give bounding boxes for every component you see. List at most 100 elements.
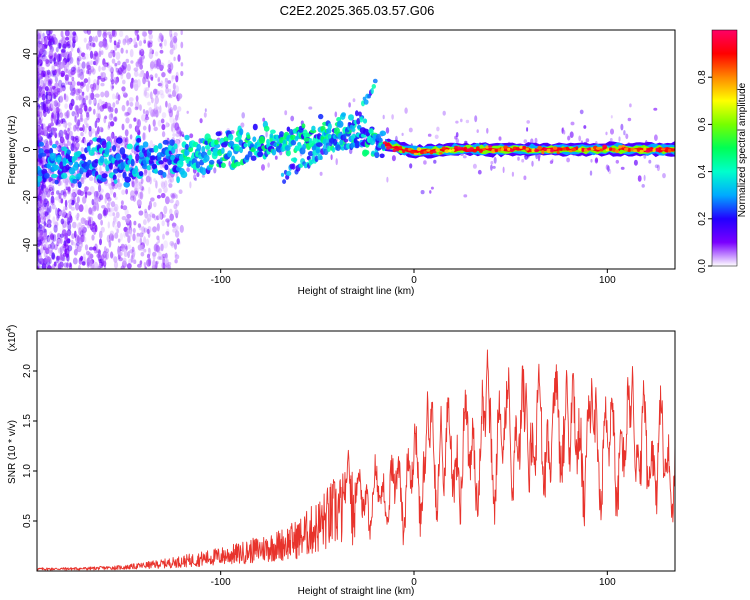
spectrogram-noise-cell (78, 227, 82, 236)
spectrogram-noise-cell (79, 71, 85, 80)
spectrogram-noise-cell (96, 248, 101, 254)
spectrogram-noise-cell (654, 164, 659, 168)
spectrogram-carrier-cell (552, 146, 558, 150)
spectrogram-noise-cell (88, 45, 92, 51)
spectrogram-noise-cell (112, 221, 115, 228)
spectrogram-noise-cell (136, 34, 140, 41)
spectrogram-noise-cell (157, 35, 162, 43)
spectrogram-noise-cell (134, 187, 138, 196)
spectrogram-noise-cell (70, 192, 76, 199)
spectrogram-noise-cell (262, 117, 266, 122)
spectrogram-noise-cell (64, 181, 69, 189)
spectrogram-noise-cell (121, 247, 125, 253)
spectrogram-noise-cell (66, 109, 70, 119)
spectrogram-ridge-cell (269, 133, 274, 139)
spectrogram-noise-cell (352, 98, 356, 103)
spectrogram-noise-cell (460, 118, 463, 123)
spectrogram-noise-cell (78, 94, 82, 101)
spectrogram-noise-cell (99, 193, 103, 201)
spectrogram-noise-cell (110, 82, 114, 91)
spectrogram-noise-cell (119, 251, 123, 256)
spectrogram-noise-cell (42, 225, 46, 230)
spectrogram-noise-cell (139, 104, 142, 111)
spectrogram-noise-cell (261, 164, 265, 171)
spectrogram-ridge-cell (38, 141, 45, 147)
spectrogram-noise-cell (59, 95, 64, 103)
spectrogram-noise-cell (37, 106, 40, 112)
spectrogram-ridge-cell (162, 139, 169, 145)
spectrogram-noise-cell (146, 213, 152, 222)
spectrogram-carrier-cell (389, 146, 393, 149)
spectrogram-carrier-cell (491, 149, 496, 154)
spectrogram-ridge-cell (115, 153, 121, 161)
spectrogram-noise-cell (37, 227, 41, 233)
spectrogram-ridge-cell (39, 152, 47, 157)
spectrogram-noise-cell (71, 241, 77, 246)
spectrogram-noise-cell (66, 141, 72, 146)
spectrogram-noise-cell (50, 195, 55, 204)
spectrogram-noise-cell (76, 69, 82, 76)
spectrogram-carrier-cell (413, 152, 419, 156)
spectrogram-branch-cell (326, 145, 331, 152)
spectrogram-noise-cell (169, 30, 173, 38)
spectrogram-ridge-cell (60, 172, 68, 179)
spectrogram-noise-cell (98, 194, 104, 201)
spectrogram-ridge-cell (37, 175, 43, 183)
spectrogram-ridge-cell (257, 151, 264, 158)
spectrogram-noise-cell (134, 70, 139, 77)
spectrogram-noise-cell (163, 186, 168, 194)
spectrogram-noise-cell (137, 130, 141, 136)
spectrogram-noise-cell (404, 107, 408, 114)
spectrogram-noise-cell (48, 139, 53, 146)
spectrogram-noise-cell (136, 199, 142, 207)
spectrogram-noise-cell (106, 196, 112, 202)
spectrogram-ridge-cell (108, 162, 113, 170)
spectrogram-noise-cell (119, 30, 124, 37)
spectrogram-noise-cell (56, 255, 59, 264)
spectrogram-carrier-cell (541, 150, 545, 155)
spectrogram-noise-cell (170, 33, 173, 42)
spectrogram-carrier-cell (655, 147, 659, 152)
spectrogram-noise-cell (151, 59, 155, 67)
spectrogram-noise-cell (155, 106, 160, 111)
spectrogram-noise-cell (70, 206, 75, 211)
spectrogram-noise-cell (58, 211, 62, 216)
spectrogram-noise-cell (74, 113, 78, 119)
spectrogram-noise-cell (133, 220, 137, 226)
spectrogram-noise-cell (43, 139, 49, 145)
spectrogram-noise-cell (144, 89, 147, 96)
spectrogram-ridge-cell (84, 165, 90, 171)
spectrogram-noise-cell (201, 174, 205, 178)
spectrogram-noise-cell (41, 105, 44, 110)
spectrogram-noise-cell (135, 100, 140, 110)
spectrogram-noise-cell (163, 240, 169, 249)
spectrogram-ridge-cell (233, 145, 241, 152)
spectrogram-noise-cell (648, 159, 652, 164)
spectrogram-noise-cell (77, 88, 83, 94)
spectrogram-noise-cell (78, 107, 83, 115)
spectrogram-noise-cell (164, 180, 168, 188)
spectrogram-noise-cell (91, 68, 96, 75)
spectrogram-noise-cell (53, 57, 56, 65)
spectrogram-noise-cell (122, 79, 126, 85)
spectrogram-noise-cell (96, 78, 100, 86)
spectrogram-noise-cell (110, 132, 114, 140)
spectrogram-ridge-cell (97, 174, 102, 180)
spectrogram-noise-cell (45, 102, 48, 111)
spectrogram-noise-cell (46, 223, 52, 228)
spectrogram-ridge-cell (378, 137, 383, 143)
spectrogram-ridge-cell (104, 147, 110, 156)
spectrogram-noise-cell (408, 127, 413, 133)
spectrogram-noise-cell (54, 88, 59, 95)
spectrogram-noise-cell (50, 176, 54, 181)
spectrogram-noise-cell (46, 191, 51, 198)
spectrogram-noise-cell (76, 245, 82, 253)
spectrogram-noise-cell (164, 258, 169, 266)
spectrogram-noise-cell (103, 207, 108, 216)
spectrogram-noise-cell (167, 93, 172, 98)
spectrogram-noise-cell (125, 58, 130, 64)
spectrogram-carrier-cell (419, 150, 425, 155)
spectrogram-noise-cell (148, 124, 151, 133)
spectrogram-noise-cell (90, 66, 95, 73)
spectrogram-noise-cell (156, 61, 160, 70)
